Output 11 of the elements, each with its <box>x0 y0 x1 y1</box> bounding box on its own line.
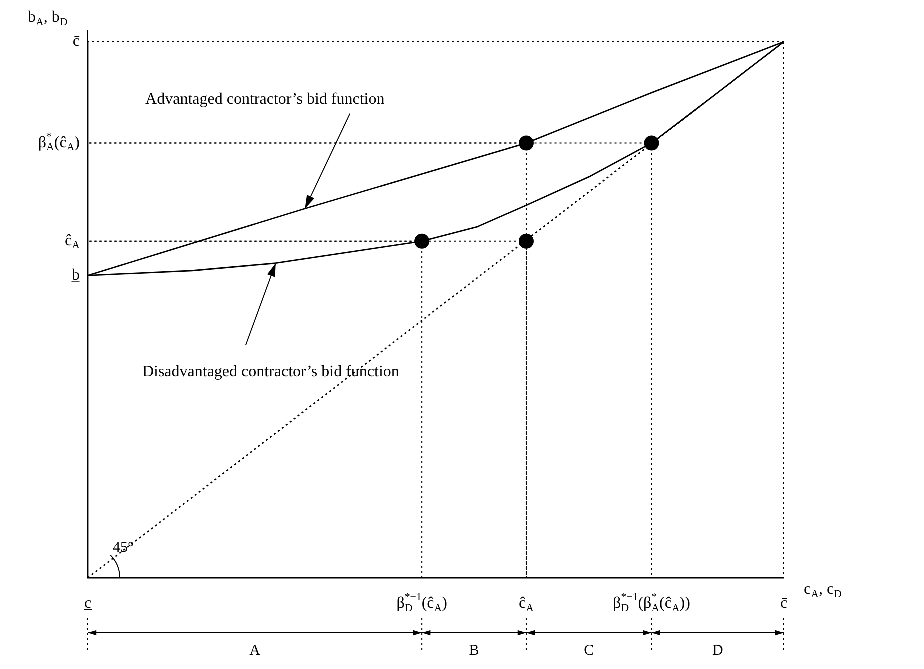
text: c̄ <box>72 33 80 50</box>
x-tick-label: c̄ <box>780 595 788 612</box>
annotation: Disadvantaged contractor’s bid function <box>142 364 400 381</box>
text: A <box>250 642 261 659</box>
text: C <box>584 642 594 659</box>
annotation: Advantaged contractor’s bid function <box>146 91 385 108</box>
annotation: 45° <box>113 540 134 556</box>
text: B <box>469 642 480 659</box>
text: D <box>712 642 724 659</box>
text: b̲ <box>70 266 81 284</box>
x-tick-label: c̲ <box>84 595 94 612</box>
